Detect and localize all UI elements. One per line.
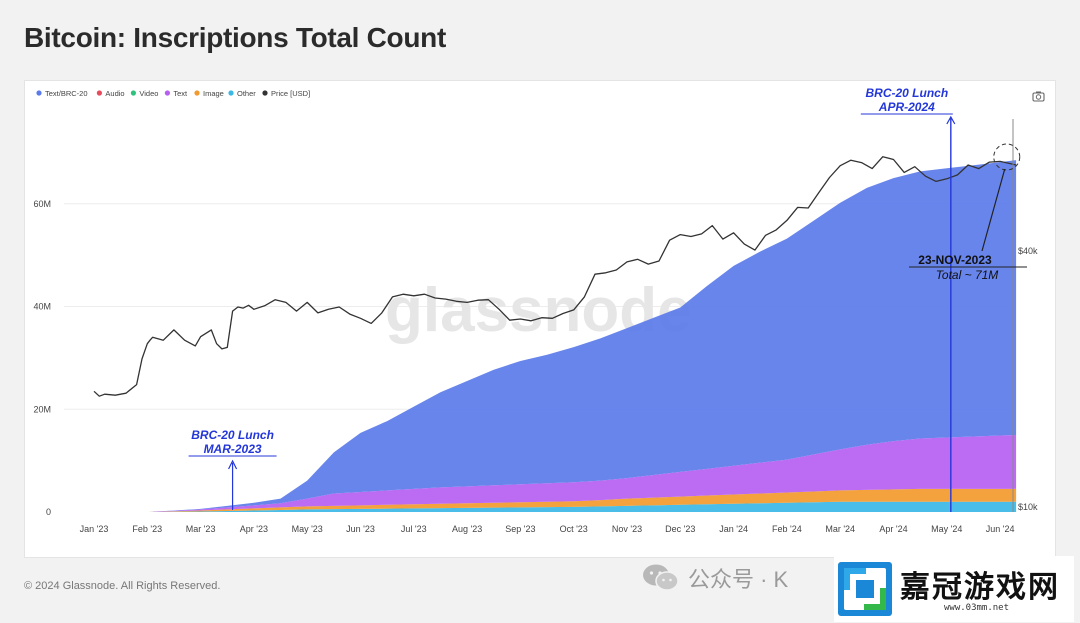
brand-logo-icon (836, 560, 894, 618)
price-series (93, 156, 1017, 397)
legend-label-3[interactable]: Text (173, 89, 188, 98)
x-tick-label-0: Jan '23 (80, 524, 109, 534)
area-image (94, 488, 1017, 512)
x-tick-label-8: Sep '23 (505, 524, 535, 534)
brand-url: www.03mm.net (944, 603, 1010, 613)
brand-logo-box[interactable]: 嘉冠游戏网 www.03mm.net (834, 556, 1074, 622)
annotation-nov-line1: 23-NOV-2023 (918, 253, 992, 267)
annotation-apr-arrowhead (946, 115, 956, 125)
x-tick-label-1: Feb '23 (132, 524, 162, 534)
legend-label-1[interactable]: Audio (105, 89, 124, 98)
annotation-apr-line1: BRC-20 Lunch (865, 86, 948, 100)
legend-label-0[interactable]: Text/BRC-20 (45, 89, 88, 98)
legend-dot-6 (262, 90, 268, 96)
x-tick-label-11: Dec '23 (665, 524, 695, 534)
chart-svg: Text/BRC-20 Audio Video Text Image Other Price… (33, 86, 1045, 534)
legend-dot-1 (96, 90, 102, 96)
x-tick-label-12: Jan '24 (719, 524, 748, 534)
y-left-tick-label-1: 20M (33, 404, 51, 414)
axes: Jan '23 Feb '23 Mar '23 Apr '23 May '23 Jun '… (33, 119, 1038, 534)
area-other (94, 501, 1017, 512)
chart-card: Text/BRC-20 Audio Video Text Image Other Price… (24, 80, 1056, 558)
x-tick-label-2: Mar '23 (186, 524, 216, 534)
wechat-label: 公众号 · K (688, 567, 789, 592)
x-tick-label-4: May '23 (292, 524, 323, 534)
legend-dot-2 (130, 90, 136, 96)
wechat-icon (642, 563, 680, 593)
y-left-tick-label-2: 40M (33, 302, 51, 312)
area-text (94, 434, 1017, 512)
legend-label-6[interactable]: Price [USD] (271, 89, 310, 98)
legend-dot-4 (194, 90, 200, 96)
camera-icon[interactable] (1032, 91, 1045, 102)
annotation-apr-line2: APR-2024 (878, 100, 935, 114)
area-series (94, 160, 1017, 513)
x-tick-label-14: Mar '24 (825, 524, 855, 534)
annotation-nov-circle (993, 143, 1021, 171)
chart-title: Bitcoin: Inscriptions Total Count (24, 22, 446, 53)
x-tick-label-3: Apr '23 (240, 524, 268, 534)
x-tick-label-6: Jul '23 (401, 524, 427, 534)
price-line (93, 156, 1017, 397)
legend: Text/BRC-20 Audio Video Text Image Other Price… (36, 89, 310, 98)
annotation-mar-line1: BRC-20 Lunch (191, 428, 274, 442)
legend-dot-5 (228, 90, 234, 96)
x-tick-label-15: Apr '24 (879, 524, 907, 534)
copyright: © 2024 Glassnode. All Rights Reserved. (24, 580, 221, 592)
legend-label-5[interactable]: Other (237, 89, 256, 98)
y-left-tick-label-3: 60M (33, 199, 51, 209)
brand-name: 嘉冠游戏网 (900, 571, 1060, 604)
legend-label-2[interactable]: Video (139, 89, 158, 98)
legend-dot-3 (164, 90, 170, 96)
annotation-nov-line2: Total ~ 71M (936, 268, 999, 282)
x-tick-label-10: Nov '23 (612, 524, 642, 534)
x-tick-label-7: Aug '23 (452, 524, 482, 534)
y-left-tick-label-0: 0 (46, 507, 51, 517)
wechat-watermark: 公众号 · K (642, 562, 788, 594)
x-tick-label-16: May '24 (931, 524, 962, 534)
y-right-tick-label-0: $10k (1018, 502, 1038, 512)
annotation-mar-arrowhead (228, 459, 238, 470)
x-tick-label-13: Feb '24 (772, 524, 802, 534)
area-text-brc-20 (94, 160, 1017, 513)
legend-label-4[interactable]: Image (203, 89, 224, 98)
y-right-tick-label-1: $40k (1018, 246, 1038, 256)
annotation-nov-pointer (981, 168, 1006, 252)
annotation-mar-line2: MAR-2023 (204, 442, 262, 456)
legend-dot-0 (36, 90, 42, 96)
x-tick-label-9: Oct '23 (560, 524, 588, 534)
x-tick-label-17: Jun '24 (986, 524, 1015, 534)
x-tick-label-5: Jun '23 (346, 524, 375, 534)
